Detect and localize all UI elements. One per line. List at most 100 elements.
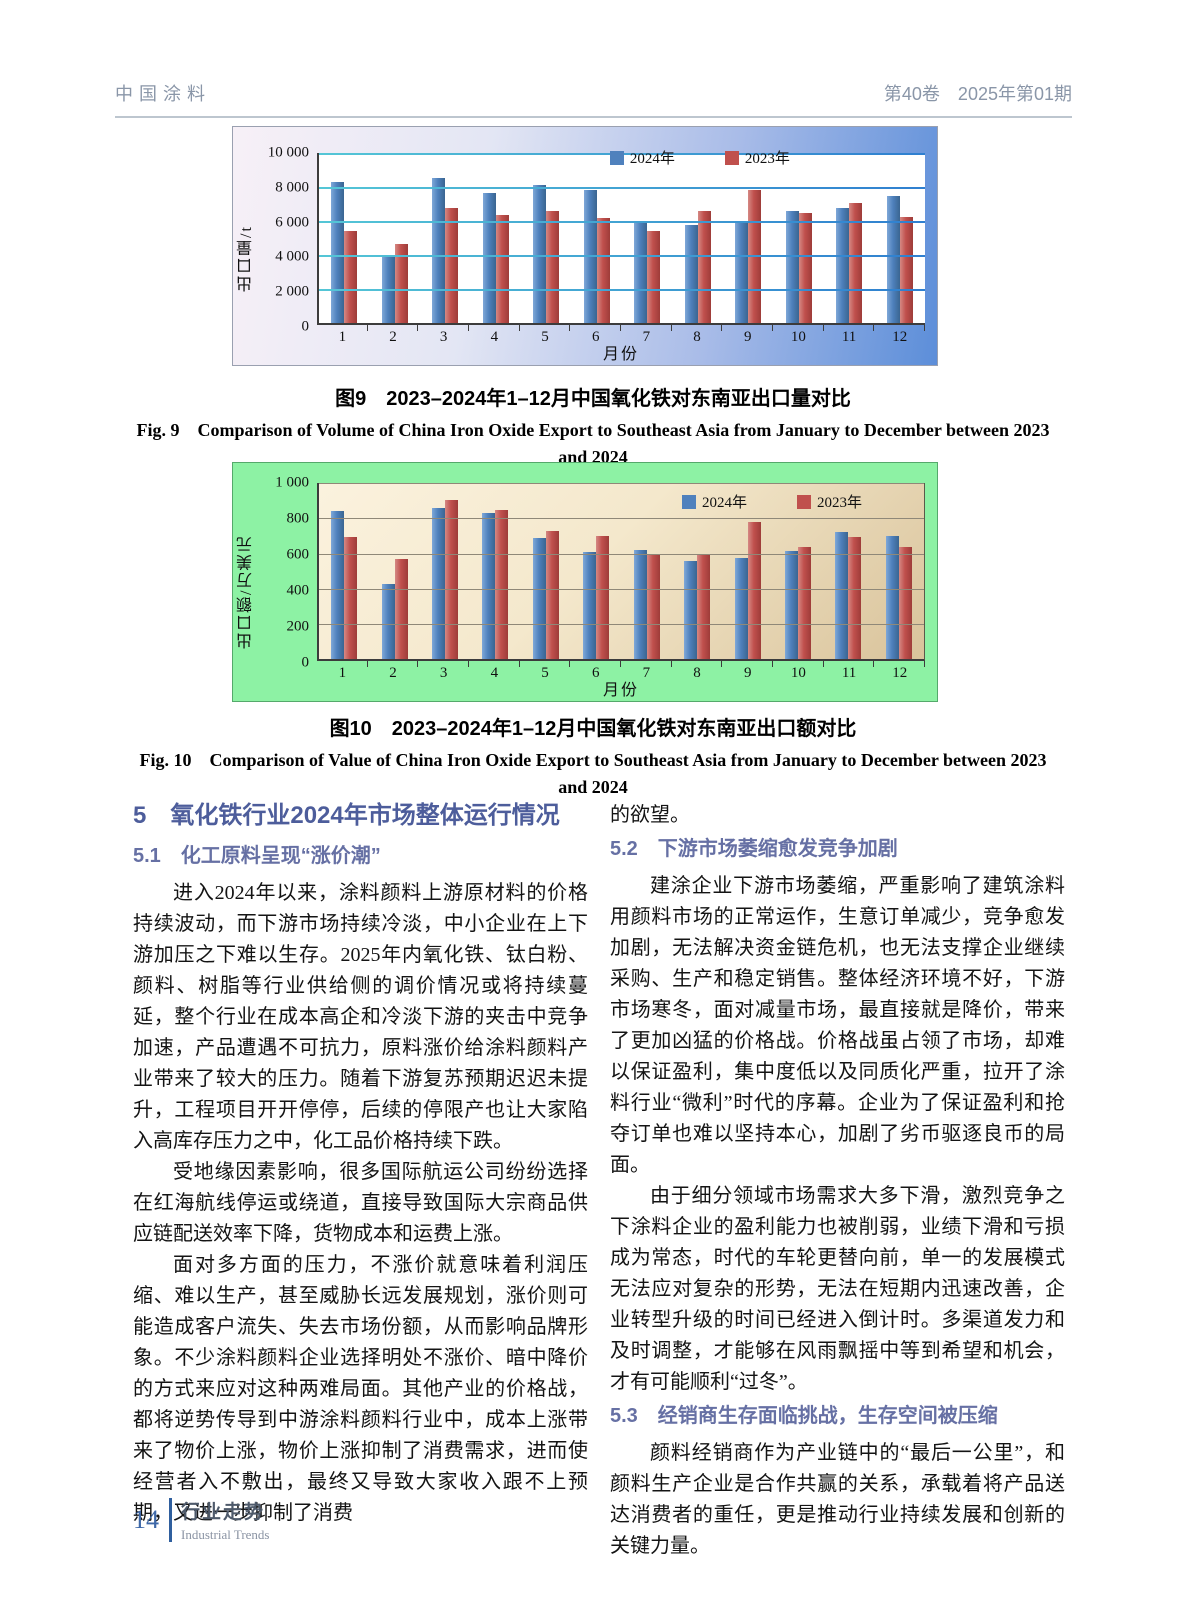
- bar-2024年-month-7: [633, 550, 647, 660]
- bar-2024年-month-8: [684, 225, 698, 324]
- figure10-caption: 图10 2023–2024年1–12月中国氧化铁对东南亚出口额对比 Fig. 1…: [128, 712, 1058, 801]
- bar-group-month-8: [672, 483, 722, 660]
- bar-2023年-month-12: [899, 216, 913, 324]
- figure10-caption-zh: 图10 2023–2024年1–12月中国氧化铁对东南亚出口额对比: [329, 718, 857, 740]
- bar-group-month-10: [774, 153, 825, 324]
- paragraph-continuation: 的欲望。: [610, 804, 690, 826]
- figure9-caption-zh: 图9 2023–2024年1–12月中国氧化铁对东南亚出口量对比: [335, 388, 851, 410]
- left-column: 5 氧化铁行业2024年市场整体运行情况 5.1 化工原料呈现“涨价潮” 进入2…: [133, 800, 588, 1562]
- x-tick-label: 8: [672, 325, 723, 347]
- bar-2024年-month-9: [734, 557, 748, 660]
- gridline: [319, 255, 925, 258]
- gridline: [319, 624, 924, 626]
- figure9-bars: [319, 153, 926, 324]
- bar-2023年-month-6: [596, 535, 610, 660]
- y-tick-label: 0: [301, 318, 310, 335]
- x-tick-label: 4: [469, 661, 520, 683]
- bar-2023年-month-5: [546, 210, 560, 324]
- bar-2023年-month-10: [798, 213, 812, 324]
- page-footer: 14 行业走势 Industrial Trends: [133, 1497, 269, 1543]
- y-tick-label: 0: [301, 654, 310, 671]
- bar-2024年-month-1: [331, 511, 345, 660]
- figure9-bar-chart: 出口量/t 10 000 8 000 6 000 4 000 2 000 0 2024年 …: [232, 126, 938, 366]
- x-tick-label: 2: [368, 661, 419, 683]
- gridline: [319, 289, 925, 292]
- figure10-legend: 2024年 2023年: [682, 491, 862, 512]
- gridline: [319, 483, 924, 484]
- bar-group-month-6: [571, 483, 621, 660]
- x-tick-label: 3: [418, 325, 469, 347]
- bar-2023年-month-4: [495, 510, 509, 660]
- bar-group-month-12: [874, 483, 924, 660]
- bar-group-month-12: [875, 153, 926, 324]
- bar-group-month-1: [319, 153, 370, 324]
- journal-title: 中国涂料: [115, 84, 211, 104]
- x-tick-label: 1: [317, 661, 368, 683]
- gridline: [319, 588, 924, 590]
- x-tick-label: 9: [722, 325, 773, 347]
- page-number: 14: [133, 1505, 159, 1534]
- volume-issue: 第40卷 2025年第01期: [883, 84, 1072, 104]
- legend-swatch-2024: [682, 494, 696, 509]
- figure9-caption: 图9 2023–2024年1–12月中国氧化铁对东南亚出口量对比 Fig. 9 …: [128, 382, 1058, 471]
- x-tick-label: 8: [672, 661, 723, 683]
- figure9-x-axis-label: 月份: [602, 346, 639, 364]
- y-tick-label: 1 000: [275, 474, 309, 491]
- bar-2024年-month-11: [835, 531, 849, 660]
- bar-2024年-month-6: [583, 551, 597, 660]
- bar-group-month-2: [369, 483, 419, 660]
- bar-2024年-month-4: [482, 512, 496, 660]
- bar-2024年-month-9: [735, 222, 749, 324]
- bar-2023年-month-11: [848, 536, 862, 660]
- gridline: [319, 187, 925, 190]
- y-tick-label: 10 000: [267, 144, 309, 161]
- paragraph: 受地缘因素影响，很多国际航运公司纷纷选择在红海航线停运或绕道，直接导致国际大宗商…: [133, 1161, 588, 1245]
- legend-label-2024: 2024年: [629, 151, 675, 167]
- legend-swatch-2023: [724, 150, 739, 165]
- bar-2024年-month-4: [482, 193, 496, 324]
- bar-2024年-month-3: [432, 177, 446, 324]
- bar-2024年-month-12: [885, 535, 899, 660]
- section5-heading: 5 氧化铁行业2024年市场整体运行情况: [133, 802, 560, 829]
- x-tick-label: 10: [773, 325, 824, 347]
- x-tick-label: 10: [773, 661, 824, 683]
- legend-swatch-2024: [609, 150, 624, 165]
- bar-group-month-7: [622, 483, 672, 660]
- legend-swatch-2023: [797, 494, 812, 509]
- right-column: 的欲望。 5.2 下游市场萎缩愈发竞争加剧 建涂企业下游市场萎缩，严重影响了建筑…: [610, 800, 1065, 1562]
- legend-item-2023: 2023年: [724, 147, 790, 168]
- bar-2023年-month-2: [394, 558, 408, 660]
- y-tick-label: 6 000: [275, 214, 309, 231]
- footer-column-zh: 行业走势: [181, 1502, 266, 1523]
- bar-2024年-month-12: [886, 196, 900, 324]
- footer-divider: [169, 1498, 172, 1542]
- x-tick-label: 6: [570, 661, 621, 683]
- y-tick-label: 4 000: [275, 248, 309, 265]
- bar-group-month-8: [673, 153, 724, 324]
- bar-2023年-month-7: [646, 553, 660, 660]
- x-tick-label: 5: [520, 661, 571, 683]
- bar-2024年-month-5: [532, 537, 546, 660]
- bar-2024年-month-7: [634, 222, 648, 324]
- bar-2023年-month-2: [394, 244, 408, 324]
- bar-group-month-1: [319, 483, 369, 660]
- paragraph: 建涂企业下游市场萎缩，严重影响了建筑涂料用颜料市场的正常运作，生意订单减少，竞争…: [610, 875, 1065, 1176]
- gridline: [319, 553, 924, 555]
- figure9-y-axis: 10 000 8 000 6 000 4 000 2 000 0: [261, 145, 317, 335]
- bar-group-month-4: [470, 483, 520, 660]
- figure10-bars: [319, 483, 924, 660]
- paragraph: 面对多方面的压力，不涨价就意味着利润压缩、难以生产，甚至威胁长远发展规划，涨价则…: [133, 1254, 588, 1524]
- x-tick-label: 12: [874, 325, 925, 347]
- bar-group-month-2: [370, 153, 421, 324]
- figure10-plot-area: 2024年 2023年: [317, 483, 925, 662]
- bar-group-month-7: [622, 153, 673, 324]
- figure9-plot-area: 2024年 2023年: [317, 150, 926, 326]
- page-header: 中国涂料 第40卷 2025年第01期: [115, 80, 1072, 118]
- bar-2023年-month-5: [545, 530, 559, 660]
- paragraph: 颜料经销商作为产业链中的“最后一公里”，和颜料生产企业是合作共赢的关系，承载着将…: [610, 1442, 1065, 1557]
- bar-2023年-month-4: [495, 215, 509, 324]
- figure9-y-axis-label: 出口量/t: [238, 225, 255, 293]
- bar-2024年-month-10: [785, 550, 798, 660]
- footer-column-label: 行业走势 Industrial Trends: [181, 1497, 269, 1543]
